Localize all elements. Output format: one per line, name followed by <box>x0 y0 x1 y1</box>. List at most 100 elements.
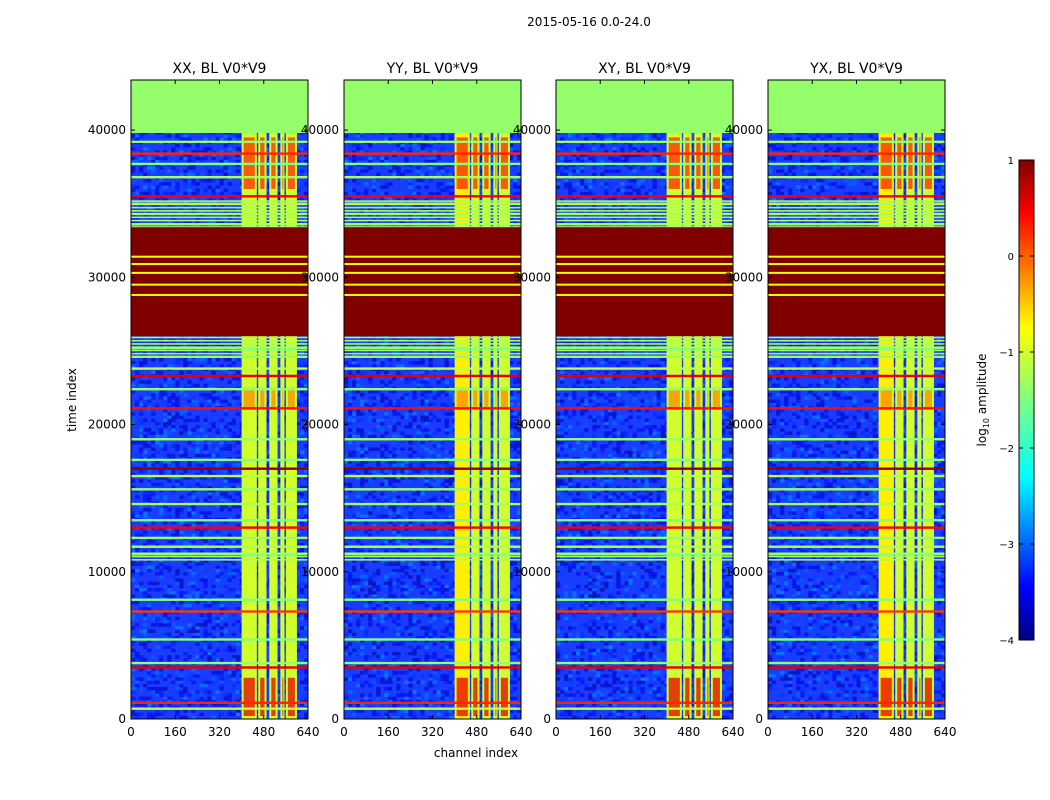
flagged-row <box>131 438 308 441</box>
flagged-row <box>768 707 945 710</box>
flagged-row <box>556 367 733 370</box>
flagged-row <box>344 526 521 529</box>
flagged-row <box>344 545 521 548</box>
flagged-top-block <box>768 80 945 134</box>
flagged-row <box>344 661 521 665</box>
flagged-row <box>768 438 945 441</box>
flagged-row <box>344 140 521 144</box>
flagged-row <box>768 661 945 665</box>
flagged-row <box>344 598 521 601</box>
flagged-row <box>344 162 521 166</box>
x-tick-label: 320 <box>633 725 656 739</box>
flagged-row <box>344 374 521 378</box>
y-tick-label: 30000 <box>301 270 339 284</box>
flagged-row <box>556 458 733 462</box>
x-tick-label: 480 <box>889 725 912 739</box>
x-tick-label: 480 <box>465 725 488 739</box>
flagged-row <box>556 407 733 410</box>
y-tick-label: 10000 <box>513 565 551 579</box>
flagged-row <box>556 387 733 391</box>
flagged-row <box>131 488 308 491</box>
flagged-row <box>344 707 521 710</box>
flagged-row <box>131 367 308 370</box>
flagged-row <box>131 536 308 540</box>
flagged-top-block <box>344 80 521 134</box>
flagged-row <box>556 666 733 669</box>
flagged-row <box>344 536 521 540</box>
colorbar-tick-label: 0 <box>1008 252 1014 263</box>
flagged-row <box>556 610 733 613</box>
flagged-row <box>131 458 308 462</box>
colorbar-tick-label: −1 <box>999 348 1014 359</box>
flagged-row <box>344 407 521 410</box>
heatmap-image <box>768 80 945 719</box>
flagged-row <box>344 519 521 522</box>
flagged-row <box>556 195 733 198</box>
flagged-row <box>768 407 945 410</box>
flagged-row <box>131 707 308 710</box>
x-tick-label: 0 <box>764 725 772 739</box>
panel-title: XY, BL V0*V9 <box>598 61 691 77</box>
flagged-row <box>768 152 945 155</box>
flagged-row <box>556 175 733 179</box>
flagged-row <box>131 638 308 641</box>
x-tick-label: 160 <box>589 725 612 739</box>
flagged-row <box>344 610 521 613</box>
flagged-row <box>768 536 945 540</box>
y-tick-label: 0 <box>331 712 339 726</box>
y-tick-label: 0 <box>755 712 763 726</box>
flagged-row <box>131 474 308 478</box>
flagged-row <box>344 666 521 669</box>
colorbar-label: log10 amplitude <box>975 354 991 447</box>
flagged-row <box>131 661 308 665</box>
x-tick-label: 640 <box>722 725 745 739</box>
flagged-row <box>556 502 733 506</box>
flagged-row <box>768 474 945 478</box>
flagged-row <box>556 661 733 665</box>
flagged-row <box>556 474 733 478</box>
x-tick-label: 640 <box>934 725 957 739</box>
colorbar-tick-label: 1 <box>1008 156 1014 167</box>
flagged-row <box>131 545 308 548</box>
flagged-row <box>768 526 945 529</box>
panel-title: XX, BL V0*V9 <box>173 61 267 77</box>
colorbar-tick-label: −4 <box>999 636 1014 647</box>
flagged-row <box>768 175 945 179</box>
flagged-row <box>556 545 733 548</box>
y-tick-label: 40000 <box>725 123 763 137</box>
panel-2: XY, BL V0*V9 0 160 320 480 640 0 10000 20000 3000… <box>513 61 745 739</box>
flagged-row <box>131 610 308 613</box>
panel-1: YY, BL V0*V9 0 160 320 480 640 0 10000 20000 3000… <box>301 61 533 739</box>
heatmap-image <box>344 80 521 719</box>
flagged-row <box>344 152 521 155</box>
flagged-row <box>131 140 308 144</box>
flagged-row <box>556 467 733 470</box>
y-tick-label: 0 <box>118 712 126 726</box>
flagged-row <box>556 374 733 378</box>
flagged-row <box>556 701 733 705</box>
flagged-row <box>768 598 945 601</box>
panels-group: XX, BL V0*V9 0 160 320 480 640 0 10000 20000 3000… <box>88 61 957 739</box>
flagged-row <box>344 387 521 391</box>
flagged-row <box>556 638 733 641</box>
flagged-row <box>131 519 308 522</box>
flagged-row <box>344 474 521 478</box>
flagged-row <box>344 488 521 491</box>
flagged-row <box>131 195 308 198</box>
flagged-row <box>556 707 733 710</box>
flagged-row <box>344 502 521 506</box>
flagged-row <box>131 355 308 359</box>
x-tick-label: 640 <box>297 725 320 739</box>
flagged-row <box>344 355 521 359</box>
flagged-row <box>131 374 308 378</box>
y-tick-label: 20000 <box>513 418 551 432</box>
x-axis-label: channel index <box>434 746 518 760</box>
flagged-row <box>131 175 308 179</box>
flagged-row <box>768 387 945 391</box>
flagged-row <box>556 152 733 155</box>
flagged-row <box>556 536 733 540</box>
y-tick-label: 30000 <box>725 270 763 284</box>
panel-0: XX, BL V0*V9 0 160 320 480 640 0 10000 20000 3000… <box>88 61 320 739</box>
figure-suptitle: 2015-05-16 0.0-24.0 <box>527 15 651 29</box>
